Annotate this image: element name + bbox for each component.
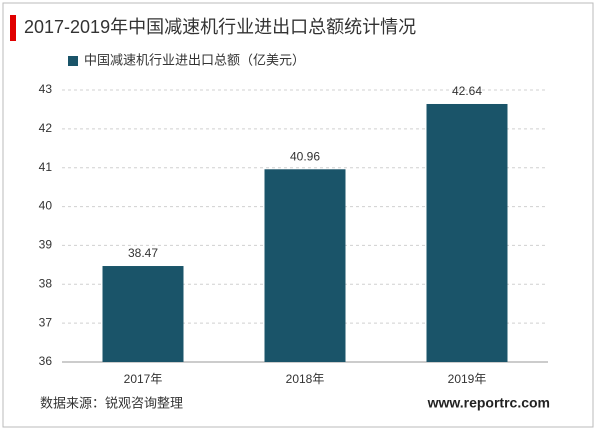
data-label: 40.96 — [290, 149, 320, 163]
bar — [264, 169, 346, 362]
chart-title: 2017-2019年中国减速机行业进出口总额统计情况 — [24, 17, 416, 37]
y-tick-label: 37 — [39, 315, 53, 329]
title-accent — [10, 15, 16, 41]
y-tick-label: 39 — [39, 238, 53, 252]
legend-label: 中国减速机行业进出口总额（亿美元） — [84, 52, 305, 67]
legend-swatch — [68, 56, 78, 66]
y-tick-label: 38 — [39, 276, 53, 290]
x-tick-label: 2019年 — [448, 372, 487, 386]
bar — [426, 103, 508, 362]
bar — [102, 266, 184, 362]
y-tick-label: 36 — [39, 354, 53, 368]
x-tick-label: 2018年 — [286, 372, 325, 386]
y-tick-label: 42 — [39, 121, 53, 135]
source-note: 数据来源：锐观咨询整理 — [40, 395, 183, 410]
y-tick-label: 43 — [39, 82, 53, 96]
y-tick-label: 41 — [39, 160, 53, 174]
website: www.reportrc.com — [427, 395, 550, 411]
x-tick-label: 2017年 — [124, 372, 163, 386]
y-tick-label: 40 — [39, 199, 53, 213]
data-label: 38.47 — [128, 246, 158, 260]
data-label: 42.64 — [452, 84, 482, 98]
